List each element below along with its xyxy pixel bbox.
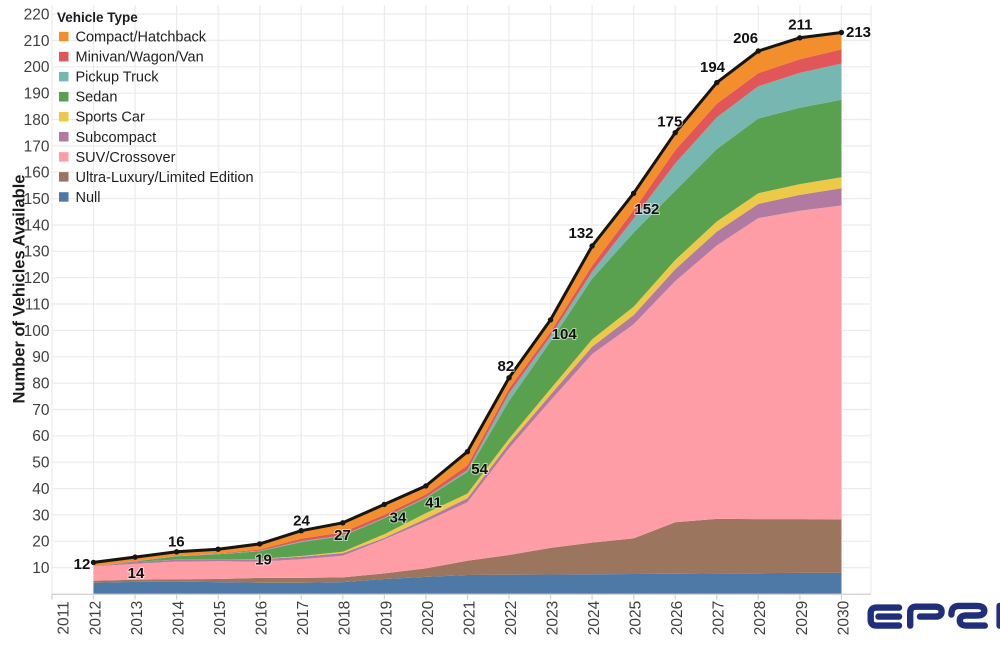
svg-text:152: 152 <box>634 201 659 218</box>
svg-text:Minivan/Wagon/Van: Minivan/Wagon/Van <box>76 50 204 66</box>
svg-text:2023: 2023 <box>545 601 562 635</box>
svg-text:Ultra-Luxury/Limited Edition: Ultra-Luxury/Limited Edition <box>76 170 254 186</box>
svg-text:14: 14 <box>128 565 145 582</box>
svg-text:190: 190 <box>24 86 50 103</box>
svg-text:70: 70 <box>32 402 50 419</box>
svg-text:150: 150 <box>24 191 50 208</box>
svg-text:100: 100 <box>24 323 50 340</box>
svg-text:SUV/Crossover: SUV/Crossover <box>76 150 176 166</box>
svg-text:110: 110 <box>25 296 50 313</box>
svg-text:2020: 2020 <box>420 600 437 635</box>
svg-text:2017: 2017 <box>295 601 312 635</box>
svg-text:19: 19 <box>255 552 272 569</box>
svg-text:24: 24 <box>293 513 310 530</box>
svg-text:211: 211 <box>788 16 812 33</box>
svg-text:Vehicle Type: Vehicle Type <box>57 10 138 25</box>
svg-text:132: 132 <box>568 225 593 242</box>
svg-text:160: 160 <box>24 165 50 182</box>
svg-text:82: 82 <box>498 358 515 375</box>
svg-text:2030: 2030 <box>835 600 852 635</box>
svg-text:194: 194 <box>700 59 726 76</box>
svg-text:80: 80 <box>32 376 50 393</box>
svg-text:Pickup Truck: Pickup Truck <box>76 70 160 86</box>
svg-text:2016: 2016 <box>254 601 271 635</box>
svg-text:2028: 2028 <box>752 601 769 635</box>
svg-text:2011: 2011 <box>55 601 72 634</box>
svg-text:20: 20 <box>32 534 50 551</box>
svg-text:Sedan: Sedan <box>76 90 118 106</box>
svg-text:120: 120 <box>24 270 50 287</box>
svg-text:2026: 2026 <box>669 601 686 635</box>
svg-text:10: 10 <box>32 560 50 577</box>
svg-text:180: 180 <box>24 112 50 129</box>
svg-text:175: 175 <box>657 113 682 130</box>
svg-text:30: 30 <box>32 507 50 524</box>
svg-text:Null: Null <box>76 190 101 206</box>
svg-text:220: 220 <box>24 7 50 24</box>
svg-text:60: 60 <box>32 428 50 445</box>
svg-text:Compact/Hatchback: Compact/Hatchback <box>76 30 207 46</box>
svg-text:2021: 2021 <box>461 601 478 635</box>
svg-text:Number of Vehicles Available: Number of Vehicles Available <box>11 175 29 404</box>
svg-text:200: 200 <box>24 59 50 76</box>
svg-text:210: 210 <box>24 33 50 50</box>
svg-text:206: 206 <box>733 30 758 47</box>
svg-text:40: 40 <box>32 481 50 498</box>
svg-text:Sports Car: Sports Car <box>76 110 145 126</box>
svg-text:130: 130 <box>24 244 50 261</box>
svg-text:2024: 2024 <box>586 600 603 635</box>
svg-text:90: 90 <box>32 349 50 366</box>
svg-text:27: 27 <box>334 527 351 544</box>
svg-text:170: 170 <box>24 138 50 155</box>
svg-text:2012: 2012 <box>88 601 105 635</box>
svg-text:34: 34 <box>390 510 407 527</box>
svg-text:140: 140 <box>24 217 50 234</box>
svg-text:2025: 2025 <box>628 601 645 635</box>
svg-text:50: 50 <box>32 455 50 472</box>
svg-text:16: 16 <box>168 533 185 550</box>
svg-text:213: 213 <box>846 24 871 41</box>
svg-text:41: 41 <box>425 494 442 511</box>
svg-text:2029: 2029 <box>794 601 811 635</box>
svg-text:2015: 2015 <box>212 601 229 635</box>
svg-text:2019: 2019 <box>378 601 395 635</box>
svg-text:2013: 2013 <box>129 601 146 635</box>
svg-text:2018: 2018 <box>337 601 354 635</box>
svg-text:2022: 2022 <box>503 601 520 635</box>
svg-text:104: 104 <box>552 326 578 343</box>
svg-text:12: 12 <box>74 556 91 573</box>
svg-text:2027: 2027 <box>711 601 728 635</box>
svg-text:2014: 2014 <box>171 600 188 635</box>
svg-text:54: 54 <box>471 461 488 478</box>
svg-text:Subcompact: Subcompact <box>76 130 157 146</box>
